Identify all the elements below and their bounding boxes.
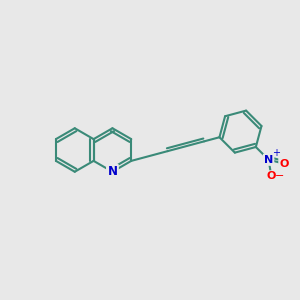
- Text: +: +: [272, 148, 280, 158]
- Text: O: O: [279, 159, 289, 169]
- Text: O: O: [267, 171, 276, 182]
- Text: −: −: [275, 171, 284, 182]
- Text: N: N: [264, 155, 273, 165]
- Text: N: N: [107, 165, 117, 178]
